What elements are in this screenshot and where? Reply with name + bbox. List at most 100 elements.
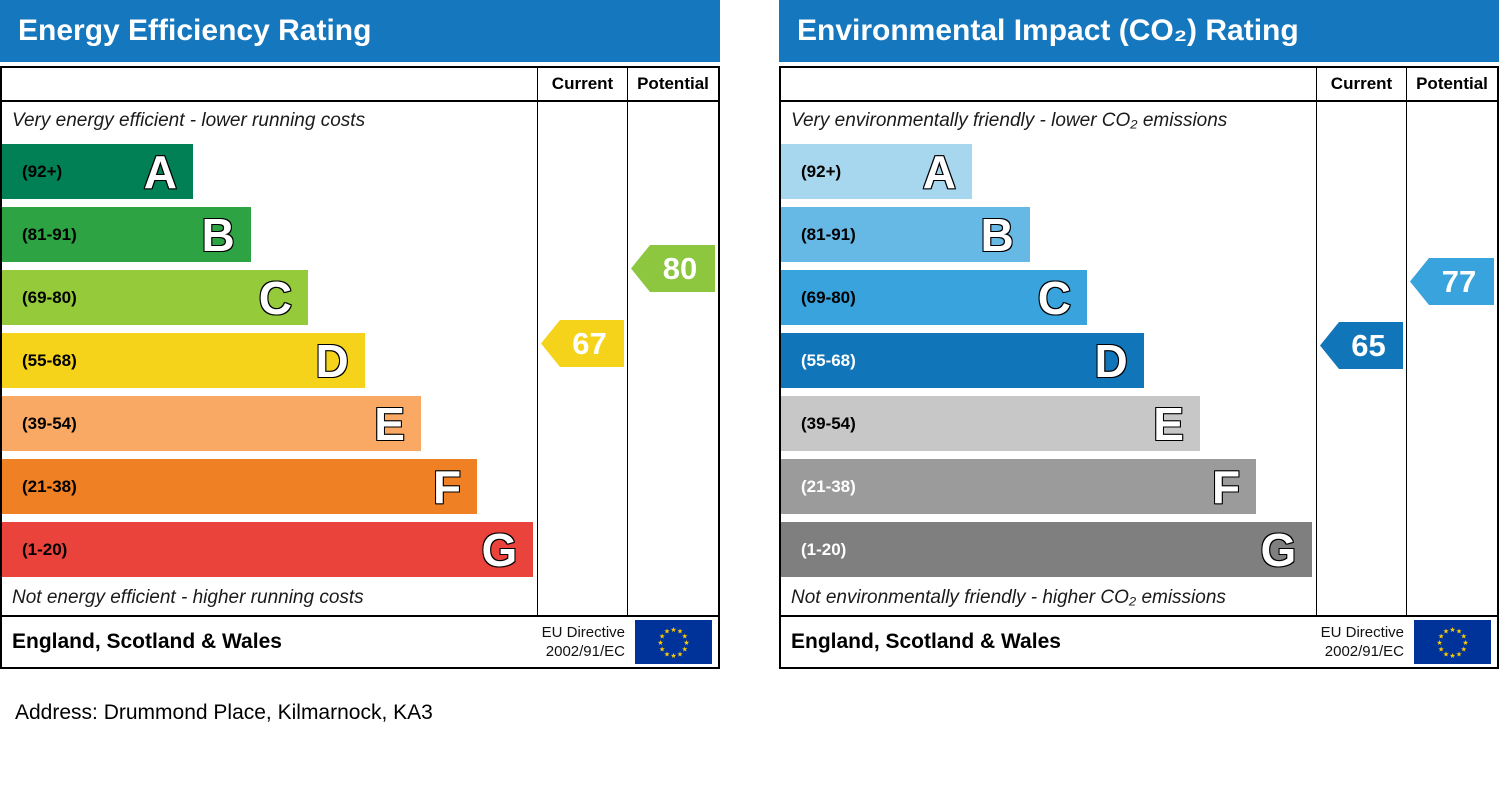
eu-flag-icon: ★ ★★ ★★★ ★★★ ★★★ xyxy=(635,620,712,664)
potential-rating-value: 77 xyxy=(1441,263,1477,299)
bottom-caption: Not environmentally friendly - higher CO… xyxy=(791,587,1226,608)
current-rating-value: 65 xyxy=(1351,327,1386,363)
eu-directive-label: EU Directive 2002/91/EC xyxy=(1321,623,1404,662)
svg-text:★: ★ xyxy=(1436,639,1442,647)
band-letter: A xyxy=(922,145,957,198)
band-bar-d: (55-68) D xyxy=(2,333,365,388)
band-bar-c: (69-80) C xyxy=(781,270,1088,325)
band-letter: C xyxy=(258,271,293,324)
band-row-e: (39-54) E xyxy=(2,392,537,455)
band-range-label: (55-68) xyxy=(801,350,856,370)
band-row-a: (92+) A xyxy=(781,140,1316,203)
band-row-f: (21-38) F xyxy=(2,455,537,518)
column-header-row: Current Potential xyxy=(2,68,718,102)
current-column: 67 xyxy=(537,102,627,615)
svg-text:★: ★ xyxy=(657,639,663,647)
potential-rating-arrow: 77 xyxy=(1410,258,1494,305)
current-column: 65 xyxy=(1316,102,1406,615)
band-range-label: (1-20) xyxy=(801,539,847,559)
band-row-c: (69-80) C xyxy=(2,266,537,329)
band-letter: D xyxy=(314,334,349,387)
svg-text:★: ★ xyxy=(1449,652,1455,660)
band-range-label: (69-80) xyxy=(22,287,77,307)
band-letter: F xyxy=(432,460,462,513)
top-caption: Very energy efficient - lower running co… xyxy=(12,110,366,131)
band-range-label: (1-20) xyxy=(22,539,68,559)
footer-region-label: England, Scotland & Wales xyxy=(12,630,282,653)
band-range-label: (81-91) xyxy=(801,224,856,244)
svg-text:★: ★ xyxy=(1456,650,1462,658)
eu-directive-line1: EU Directive xyxy=(541,623,625,641)
current-rating-arrow: 67 xyxy=(541,320,624,367)
svg-text:★: ★ xyxy=(682,646,688,654)
band-bar-a: (92+) A xyxy=(781,144,972,199)
eu-directive-label: EU Directive 2002/91/EC xyxy=(542,623,625,662)
band-range-label: (39-54) xyxy=(801,413,856,433)
current-column-header: Current xyxy=(537,68,627,100)
band-bar-f: (21-38) F xyxy=(781,459,1257,514)
svg-text:★: ★ xyxy=(659,633,665,641)
potential-column: 80 xyxy=(627,102,718,615)
current-rating-arrow: 65 xyxy=(1320,322,1403,369)
potential-column-header: Potential xyxy=(627,68,718,100)
bands-area: Very energy efficient - lower running co… xyxy=(2,102,537,615)
band-bar-c: (69-80) C xyxy=(2,270,309,325)
band-row-d: (55-68) D xyxy=(2,329,537,392)
band-range-label: (21-38) xyxy=(22,476,77,496)
svg-text:★: ★ xyxy=(664,628,670,636)
svg-text:★: ★ xyxy=(1449,626,1455,634)
band-letter: C xyxy=(1037,271,1072,324)
table-footer: England, Scotland & Wales EU Directive 2… xyxy=(0,617,720,669)
band-row-g: (1-20) G xyxy=(2,518,537,581)
chart-title-bar: Energy Efficiency Rating xyxy=(0,0,720,62)
header-spacer xyxy=(781,68,1316,100)
band-letter: E xyxy=(1152,397,1185,450)
band-bar-e: (39-54) E xyxy=(781,396,1200,451)
energy-efficiency-chart: Energy Efficiency Rating Current Potenti… xyxy=(0,0,720,669)
band-range-label: (92+) xyxy=(801,161,842,181)
band-bar-b: (81-91) B xyxy=(2,207,251,262)
potential-column: 77 xyxy=(1406,102,1497,615)
current-column-header: Current xyxy=(1316,68,1406,100)
band-range-label: (21-38) xyxy=(801,476,856,496)
eu-directive-line2: 2002/91/EC xyxy=(545,643,625,660)
header-spacer xyxy=(2,68,537,100)
band-letter: A xyxy=(143,145,178,198)
potential-column-header: Potential xyxy=(1406,68,1497,100)
band-bar-g: (1-20) G xyxy=(781,522,1313,577)
band-letter: D xyxy=(1093,334,1128,387)
svg-text:★: ★ xyxy=(1438,633,1444,641)
band-letter: B xyxy=(201,208,236,261)
svg-text:★: ★ xyxy=(1461,646,1467,654)
band-row-d: (55-68) D xyxy=(781,329,1316,392)
eu-directive-line2: 2002/91/EC xyxy=(1324,643,1404,660)
svg-text:★: ★ xyxy=(1461,633,1467,641)
rating-table: Current Potential Very energy efficient … xyxy=(0,66,720,617)
band-range-label: (92+) xyxy=(22,161,63,181)
svg-text:★: ★ xyxy=(664,650,670,658)
footer-region-label: England, Scotland & Wales xyxy=(791,630,1061,653)
band-range-label: (55-68) xyxy=(22,350,77,370)
svg-text:★: ★ xyxy=(677,628,683,636)
chart-title: Environmental Impact (CO₂) Rating xyxy=(797,14,1299,47)
svg-text:★: ★ xyxy=(1438,646,1444,654)
band-row-f: (21-38) F xyxy=(781,455,1316,518)
band-row-e: (39-54) E xyxy=(781,392,1316,455)
eu-directive-line1: EU Directive xyxy=(1320,623,1404,641)
band-row-g: (1-20) G xyxy=(781,518,1316,581)
chart-title-bar: Environmental Impact (CO₂) Rating xyxy=(779,0,1499,62)
band-bar-d: (55-68) D xyxy=(781,333,1144,388)
band-row-b: (81-91) B xyxy=(781,203,1316,266)
current-rating-value: 67 xyxy=(572,325,607,361)
svg-text:★: ★ xyxy=(1456,628,1462,636)
bands: (92+) A (81-91) B (69-80 xyxy=(781,140,1316,581)
epc-charts: Energy Efficiency Rating Current Potenti… xyxy=(0,0,1499,669)
table-body: Very environmentally friendly - lower CO… xyxy=(781,102,1497,615)
svg-text:★: ★ xyxy=(1443,650,1449,658)
environmental-impact-chart: Environmental Impact (CO₂) Rating Curren… xyxy=(779,0,1499,669)
bottom-caption: Not energy efficient - higher running co… xyxy=(12,587,364,608)
band-letter: G xyxy=(480,523,518,576)
svg-text:★: ★ xyxy=(659,646,665,654)
potential-rating-value: 80 xyxy=(662,250,698,286)
band-letter: G xyxy=(1259,523,1297,576)
